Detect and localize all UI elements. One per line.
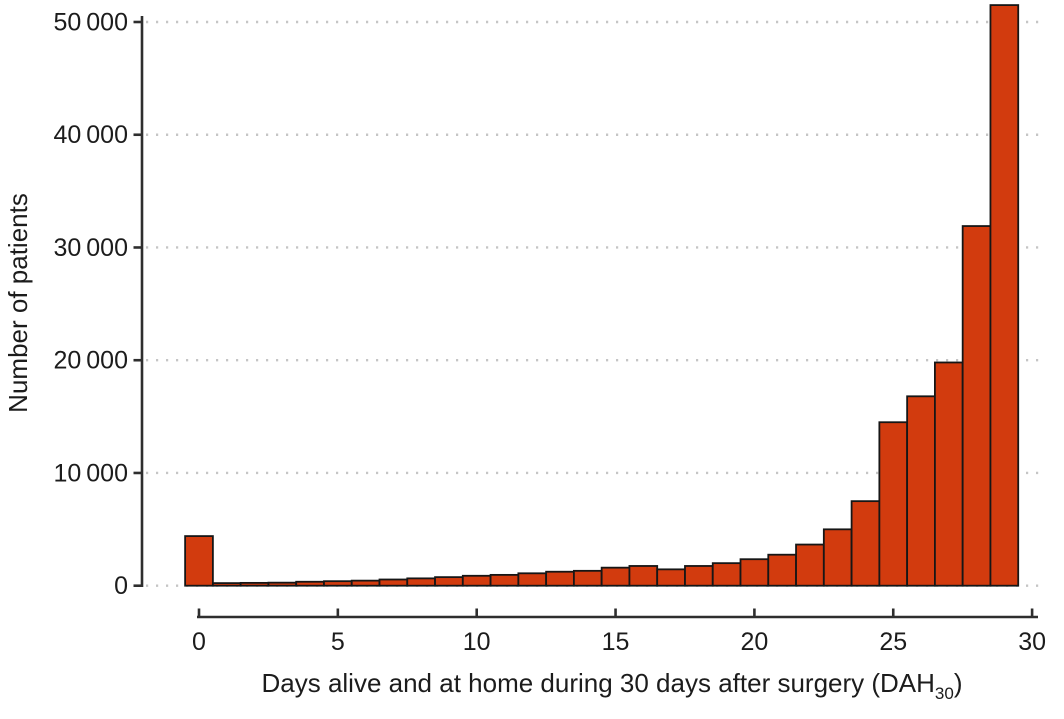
bar-dah-28: [961, 225, 992, 587]
bar-dah-2: [239, 581, 270, 587]
bar-dah-20: [739, 558, 770, 587]
bar-dah-26: [906, 395, 936, 587]
bar-dah-21: [767, 553, 797, 587]
bar-dah-5: [323, 580, 353, 587]
bar-dah-19: [711, 562, 742, 587]
x-axis: 0 5 10 15 20 25 30: [192, 608, 1046, 656]
bar-dah-9: [434, 576, 464, 587]
bar-dah-11: [489, 573, 520, 587]
bar-dah-4: [295, 580, 325, 587]
x-tick-label-10: 10: [463, 628, 491, 656]
bar-dah-15: [600, 566, 631, 587]
bar-dah-13: [545, 570, 575, 587]
y-tick-label-50000: 50 000: [53, 9, 128, 37]
bar-dah-1: [211, 582, 242, 587]
histogram-bars: [184, 4, 1020, 587]
bar-dah-23: [822, 528, 853, 587]
x-tick-label-25: 25: [879, 628, 907, 656]
bar-dah-12: [517, 572, 548, 587]
x-tick-label-5: 5: [331, 628, 345, 656]
y-tick-label-40000: 40 000: [53, 121, 128, 149]
bar-dah-0: [184, 535, 214, 587]
bar-dah-29: [989, 4, 1020, 587]
x-tick-label-0: 0: [192, 628, 206, 656]
bar-dah-7: [378, 578, 409, 587]
bar-dah-27: [934, 361, 964, 587]
y-axis: 0 10 000 20 000 30 000 40 000 50 000: [53, 9, 144, 600]
x-tick-label-20: 20: [740, 628, 768, 656]
x-axis-title-main: Days alive and at home during 30 days af…: [261, 668, 934, 698]
x-tick-label-15: 15: [602, 628, 630, 656]
bar-dah-25: [878, 421, 909, 587]
x-axis-title-suffix: ): [954, 668, 963, 698]
bar-dah-17: [656, 568, 686, 587]
bar-dah-18: [684, 565, 714, 587]
bar-dah-8: [406, 577, 436, 587]
bar-dah-14: [572, 569, 603, 587]
bar-dah-3: [267, 581, 298, 587]
x-axis-title-subscript: 30: [935, 684, 954, 703]
bar-dah-24: [850, 500, 881, 587]
y-tick-label-10000: 10 000: [53, 459, 128, 487]
y-tick-label-0: 0: [114, 572, 128, 600]
bar-dah-22: [795, 543, 825, 587]
x-tick-label-30: 30: [1018, 628, 1046, 656]
bar-dah-10: [461, 574, 492, 587]
y-axis-title: Number of patients: [3, 193, 33, 413]
x-axis-title: Days alive and at home during 30 days af…: [261, 668, 962, 703]
y-tick-label-20000: 20 000: [53, 347, 128, 375]
y-tick-label-30000: 30 000: [53, 234, 128, 262]
bar-dah-6: [350, 579, 381, 587]
bar-dah-16: [628, 565, 659, 587]
